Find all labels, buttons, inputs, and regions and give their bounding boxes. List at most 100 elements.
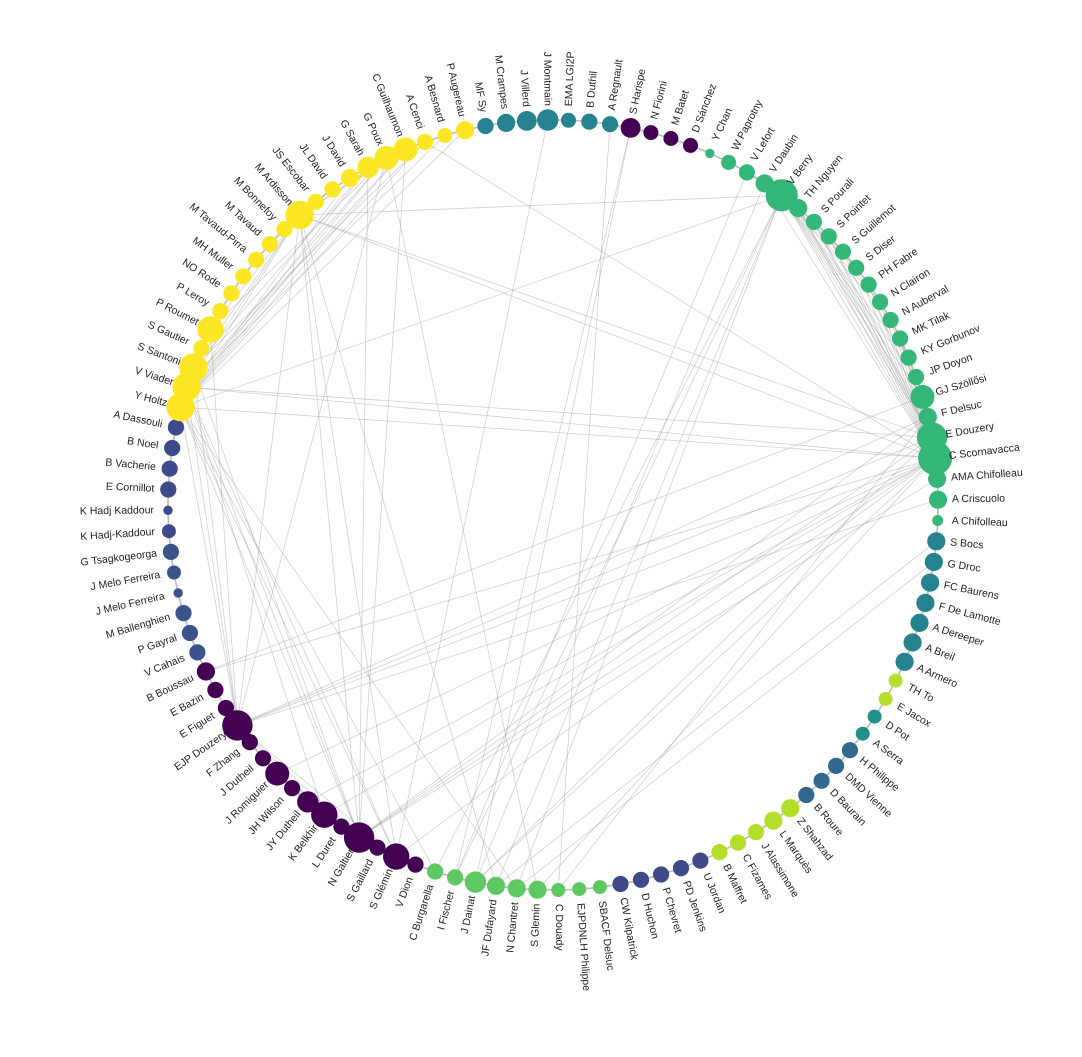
node[interactable] (918, 407, 937, 427)
node[interactable] (416, 133, 434, 150)
node[interactable] (878, 691, 893, 706)
node[interactable] (872, 293, 889, 311)
node[interactable] (161, 524, 176, 539)
node[interactable] (921, 573, 940, 592)
node[interactable] (798, 786, 815, 804)
node[interactable] (729, 834, 747, 851)
node[interactable] (632, 871, 650, 888)
node[interactable] (516, 111, 537, 131)
node[interactable] (235, 268, 252, 285)
node[interactable] (207, 681, 224, 699)
node[interactable] (164, 439, 181, 457)
node[interactable] (789, 199, 808, 218)
node[interactable] (900, 349, 917, 366)
node[interactable] (340, 168, 360, 187)
node[interactable] (407, 856, 424, 873)
node[interactable] (285, 200, 314, 230)
node[interactable] (916, 422, 948, 453)
node[interactable] (276, 221, 293, 238)
node[interactable] (162, 543, 179, 561)
node[interactable] (841, 742, 859, 759)
node[interactable] (927, 532, 946, 551)
node[interactable] (551, 883, 566, 897)
node[interactable] (437, 128, 453, 143)
node[interactable] (343, 822, 375, 853)
node[interactable] (265, 761, 290, 786)
node[interactable] (167, 419, 184, 436)
node[interactable] (916, 593, 935, 613)
node[interactable] (528, 880, 547, 899)
node[interactable] (173, 588, 183, 598)
node[interactable] (705, 148, 715, 159)
node[interactable] (910, 613, 929, 633)
node[interactable] (357, 156, 379, 179)
node[interactable] (572, 882, 587, 897)
node[interactable] (196, 662, 215, 681)
node[interactable] (663, 131, 679, 146)
node[interactable] (672, 860, 690, 877)
node[interactable] (867, 709, 882, 724)
node[interactable] (311, 801, 338, 828)
node[interactable] (928, 490, 948, 509)
node[interactable] (284, 780, 301, 797)
node[interactable] (738, 164, 756, 181)
node[interactable] (223, 285, 240, 302)
node[interactable] (764, 811, 783, 830)
node[interactable] (765, 179, 798, 212)
node[interactable] (860, 276, 877, 293)
node[interactable] (261, 236, 278, 253)
node[interactable] (383, 843, 410, 870)
node[interactable] (908, 368, 925, 386)
node[interactable] (910, 384, 935, 409)
node[interactable] (692, 852, 709, 869)
node[interactable] (813, 772, 830, 789)
node[interactable] (932, 515, 944, 526)
node[interactable] (643, 125, 659, 141)
node[interactable] (612, 875, 629, 893)
node[interactable] (222, 710, 253, 741)
node[interactable] (486, 876, 506, 895)
node[interactable] (175, 605, 192, 622)
node[interactable] (369, 839, 386, 856)
node[interactable] (497, 113, 516, 132)
node[interactable] (254, 750, 272, 767)
node[interactable] (181, 624, 198, 642)
node[interactable] (888, 673, 903, 688)
node[interactable] (167, 565, 181, 580)
node[interactable] (781, 799, 800, 818)
node[interactable] (855, 726, 870, 741)
node[interactable] (747, 824, 765, 841)
node[interactable] (828, 757, 845, 775)
node[interactable] (212, 303, 229, 320)
node[interactable] (427, 863, 444, 880)
node[interactable] (620, 118, 641, 138)
node[interactable] (193, 340, 210, 357)
node[interactable] (447, 869, 464, 886)
node[interactable] (374, 145, 399, 170)
node[interactable] (848, 259, 865, 276)
node[interactable] (892, 330, 909, 347)
node[interactable] (683, 137, 698, 153)
node[interactable] (464, 871, 487, 893)
node[interactable] (189, 644, 206, 661)
node[interactable] (537, 109, 559, 131)
node[interactable] (160, 481, 177, 498)
node[interactable] (197, 316, 224, 343)
node[interactable] (721, 154, 737, 170)
node[interactable] (163, 505, 173, 515)
node[interactable] (882, 311, 899, 329)
node[interactable] (477, 117, 494, 135)
node[interactable] (592, 880, 607, 895)
node[interactable] (324, 181, 341, 198)
node[interactable] (393, 137, 418, 162)
node[interactable] (924, 552, 943, 572)
node[interactable] (711, 844, 728, 861)
node[interactable] (928, 469, 947, 488)
node[interactable] (561, 112, 576, 128)
node[interactable] (581, 113, 598, 130)
node[interactable] (903, 633, 922, 652)
node[interactable] (805, 213, 823, 230)
node[interactable] (241, 734, 258, 751)
node[interactable] (217, 699, 234, 717)
node[interactable] (297, 791, 319, 813)
